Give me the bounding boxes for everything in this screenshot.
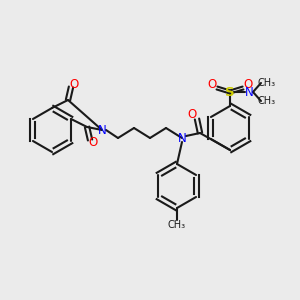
Text: CH₃: CH₃ — [258, 78, 276, 88]
Text: N: N — [244, 85, 253, 98]
Text: CH₃: CH₃ — [258, 96, 276, 106]
Text: O: O — [88, 136, 98, 149]
Text: S: S — [225, 85, 235, 98]
Text: CH₃: CH₃ — [168, 220, 186, 230]
Text: O: O — [243, 79, 253, 92]
Text: N: N — [98, 124, 106, 136]
Text: O: O — [207, 79, 217, 92]
Text: N: N — [178, 131, 186, 145]
Text: O: O — [188, 107, 196, 121]
Text: O: O — [69, 77, 79, 91]
